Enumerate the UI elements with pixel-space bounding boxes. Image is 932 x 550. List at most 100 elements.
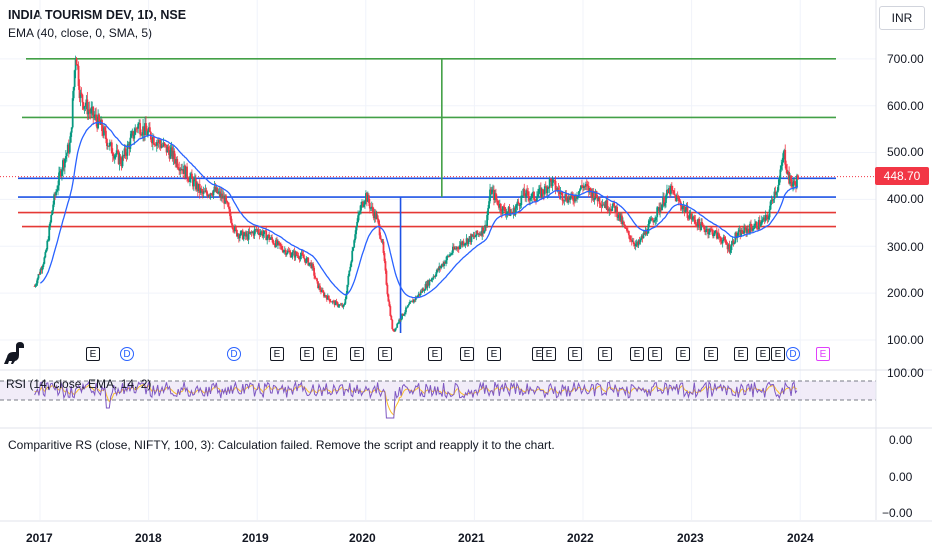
earnings-marker[interactable]: E bbox=[350, 347, 364, 361]
candle-body bbox=[624, 224, 626, 228]
candle-body bbox=[478, 233, 481, 235]
candle-body bbox=[263, 230, 266, 235]
candle-body bbox=[384, 261, 387, 271]
candle-body bbox=[233, 229, 235, 232]
chart-grid bbox=[0, 0, 876, 520]
dividend-marker[interactable]: D bbox=[120, 347, 134, 361]
earnings-marker[interactable]: E bbox=[378, 347, 392, 361]
currency-button[interactable]: INR bbox=[879, 6, 925, 30]
candle-body bbox=[718, 236, 721, 239]
candle-body bbox=[38, 274, 41, 275]
earnings-marker[interactable]: E bbox=[648, 347, 662, 361]
dividend-marker[interactable]: D bbox=[227, 347, 241, 361]
earnings-marker[interactable]: E bbox=[568, 347, 582, 361]
candle-body bbox=[498, 204, 501, 208]
candle-body bbox=[687, 217, 690, 219]
earnings-marker[interactable]: E bbox=[487, 347, 501, 361]
candle-body bbox=[232, 225, 234, 230]
candle-body bbox=[113, 155, 116, 159]
candle-body bbox=[444, 261, 446, 264]
earnings-marker[interactable]: E bbox=[630, 347, 644, 361]
candle-body bbox=[282, 250, 285, 253]
candle-body bbox=[249, 231, 252, 234]
candle-body bbox=[565, 194, 568, 201]
candle-body bbox=[518, 203, 521, 207]
rsi-indicator-label[interactable]: RSI (14, close, EMA, 14, 2) bbox=[6, 377, 152, 391]
candle-body bbox=[181, 169, 184, 171]
candle-body bbox=[450, 254, 452, 256]
candle-body bbox=[541, 189, 544, 194]
candle-body bbox=[187, 177, 189, 181]
candle-body bbox=[144, 123, 146, 136]
candle-body bbox=[599, 203, 602, 205]
candle-body bbox=[581, 185, 583, 187]
candle-body bbox=[622, 221, 624, 225]
earnings-marker[interactable]: E bbox=[771, 347, 785, 361]
candle-body bbox=[588, 188, 591, 193]
candle-body bbox=[643, 232, 646, 235]
candle-body bbox=[48, 226, 51, 241]
candle-body bbox=[753, 228, 755, 229]
candle-body bbox=[248, 231, 251, 234]
earnings-marker[interactable]: E bbox=[86, 347, 100, 361]
candle-body bbox=[182, 169, 185, 174]
candle-body bbox=[347, 275, 350, 285]
candle-body bbox=[359, 210, 361, 213]
candle-body bbox=[208, 195, 211, 197]
candle-body bbox=[547, 186, 550, 188]
earnings-marker[interactable]: E bbox=[270, 347, 284, 361]
earnings-marker[interactable]: E bbox=[756, 347, 770, 361]
dividend-marker[interactable]: D bbox=[786, 347, 800, 361]
candle-body bbox=[412, 299, 415, 303]
candle-body bbox=[416, 295, 419, 298]
candle-body bbox=[765, 214, 768, 216]
candle-body bbox=[296, 255, 299, 256]
candle-body bbox=[783, 150, 786, 154]
candle-body bbox=[638, 240, 641, 243]
earnings-marker[interactable]: E bbox=[460, 347, 474, 361]
candle-body bbox=[302, 254, 305, 258]
earnings-marker[interactable]: E bbox=[323, 347, 337, 361]
candle-body bbox=[690, 213, 693, 220]
earnings-marker[interactable]: E bbox=[734, 347, 748, 361]
candle-body bbox=[732, 240, 735, 245]
ema-indicator-label[interactable]: EMA (40, close, 0, SMA, 5) bbox=[8, 26, 153, 40]
candle-body bbox=[650, 218, 653, 221]
earnings-marker[interactable]: E bbox=[704, 347, 718, 361]
candle-body bbox=[586, 185, 589, 187]
candle-body bbox=[721, 240, 724, 244]
candle-body bbox=[485, 224, 488, 227]
earnings-marker[interactable]: E bbox=[542, 347, 556, 361]
candle-body bbox=[340, 304, 343, 306]
candle-body bbox=[39, 269, 42, 275]
earnings-marker[interactable]: E bbox=[598, 347, 612, 361]
candle-body bbox=[312, 263, 315, 268]
candle-body bbox=[773, 191, 776, 200]
candle-body bbox=[655, 217, 658, 221]
candle-body bbox=[257, 229, 260, 233]
candle-body bbox=[545, 187, 548, 194]
candle-body bbox=[515, 205, 518, 209]
candle-body bbox=[703, 225, 705, 230]
candle-body bbox=[291, 252, 294, 256]
earnings-marker[interactable]: E bbox=[676, 347, 690, 361]
candle-body bbox=[318, 285, 320, 289]
candle-body bbox=[651, 218, 654, 221]
candle-body bbox=[704, 229, 706, 233]
candle-body bbox=[260, 231, 263, 233]
candle-body bbox=[147, 131, 149, 136]
earnings-marker[interactable]: E bbox=[816, 347, 830, 361]
candle-body bbox=[419, 291, 422, 295]
candle-body bbox=[705, 230, 707, 233]
earnings-marker[interactable]: E bbox=[300, 347, 314, 361]
candle-body bbox=[179, 168, 182, 171]
candle-body bbox=[280, 246, 283, 250]
earnings-marker[interactable]: E bbox=[428, 347, 442, 361]
x-tick-2024: 2024 bbox=[787, 531, 814, 545]
candle-body bbox=[321, 290, 323, 293]
candle-body bbox=[572, 196, 575, 201]
candle-body bbox=[163, 142, 166, 145]
candle-body bbox=[358, 212, 360, 216]
candle-body bbox=[168, 151, 171, 159]
